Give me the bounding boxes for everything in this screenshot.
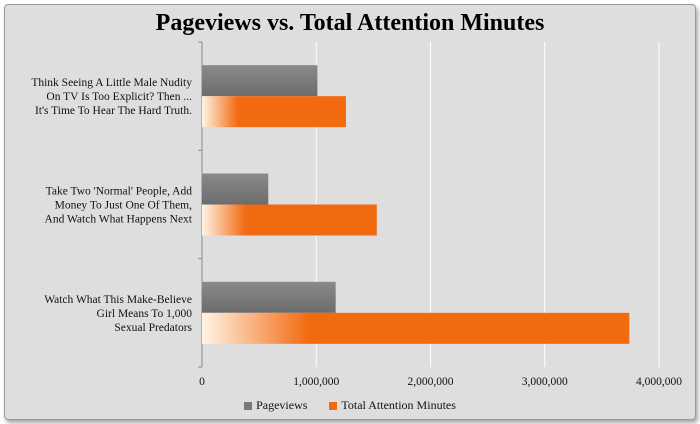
legend-label-pageviews: Pageviews: [256, 398, 308, 412]
bar-pageviews: [202, 65, 318, 97]
bar-attention-minutes: [202, 204, 377, 236]
category-label: Girl Means To 1,000: [97, 308, 193, 320]
legend-label-attention: Total Attention Minutes: [341, 398, 456, 412]
chart-legend: Pageviews Total Attention Minutes: [0, 398, 700, 413]
category-label: Take Two 'Normal' People, Add: [46, 186, 193, 198]
category-label: It's Time To Hear The Hard Truth.: [35, 105, 192, 117]
category-label: Money To Just One Of Them,: [55, 200, 193, 212]
x-tick-label: 1,000,000: [293, 376, 339, 388]
bar-attention-minutes: [202, 312, 630, 344]
x-tick-label: 0: [199, 376, 205, 388]
bar-pageviews: [202, 173, 269, 205]
legend-swatch-attention: [329, 401, 338, 410]
legend-item-attention: Total Attention Minutes: [329, 398, 456, 413]
category-label: And Watch What Happens Next: [45, 214, 193, 226]
x-tick-label: 3,000,000: [522, 376, 568, 388]
category-label: Sexual Predators: [114, 322, 192, 334]
bar-attention-minutes: [202, 96, 346, 128]
legend-swatch-pageviews: [244, 401, 253, 410]
chart-title: Pageviews vs. Total Attention Minutes: [155, 10, 545, 36]
category-label: Think Seeing A Little Male Nudity: [31, 77, 192, 89]
bar-pageviews: [202, 281, 336, 313]
legend-item-pageviews: Pageviews: [244, 398, 307, 413]
x-tick-label: 4,000,000: [636, 376, 682, 388]
category-label: On TV Is Too Explicit? Then ...: [46, 91, 192, 103]
x-tick-label: 2,000,000: [408, 376, 454, 388]
category-label: Watch What This Make-Believe: [44, 294, 192, 306]
